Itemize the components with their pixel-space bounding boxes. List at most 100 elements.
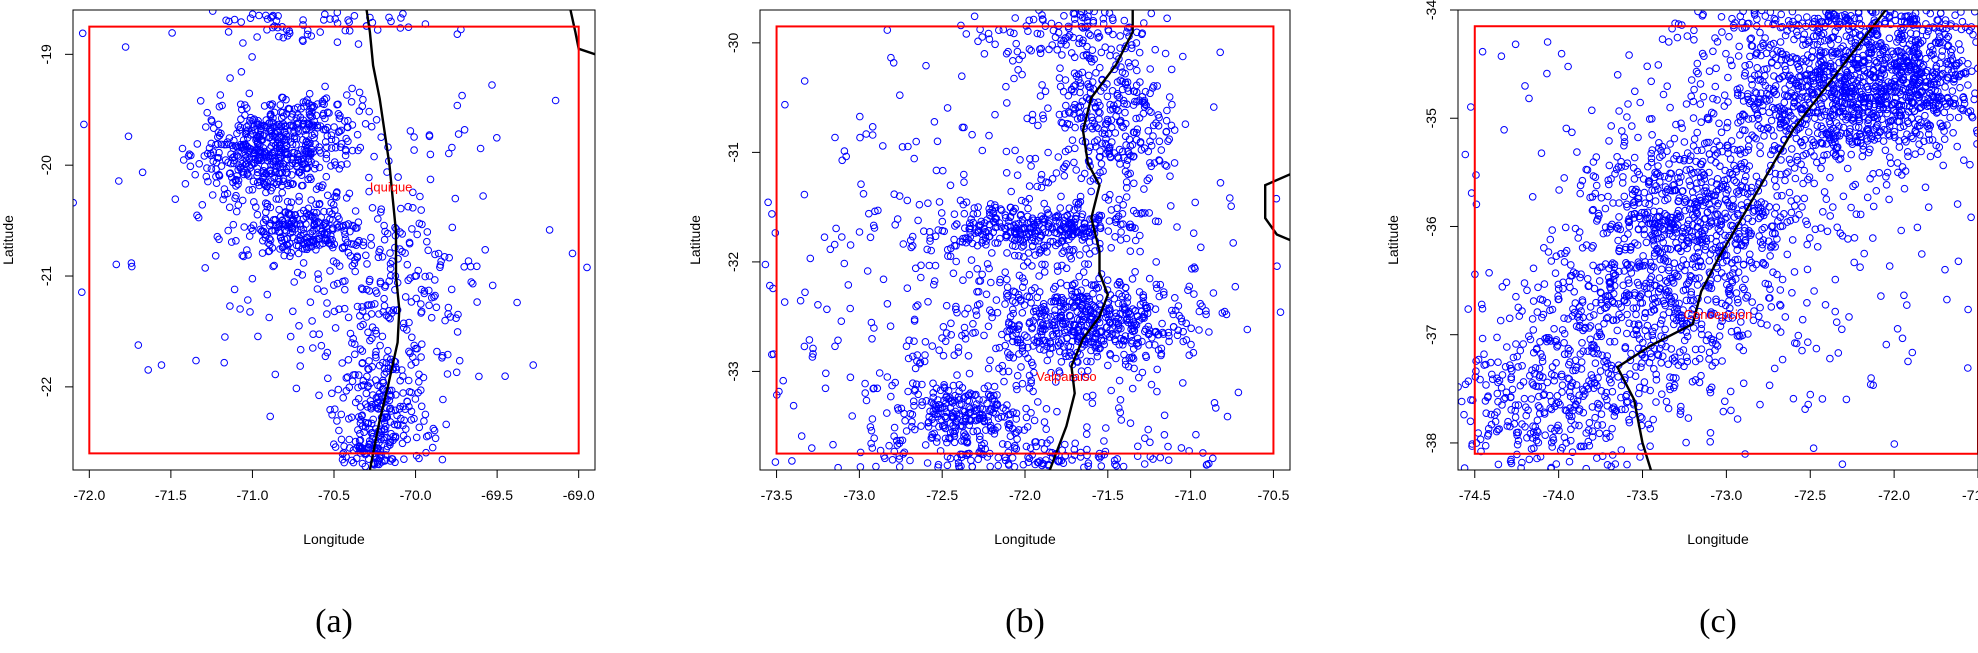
earthquake-point: [1089, 289, 1097, 298]
earthquake-point: [1077, 10, 1086, 16]
earthquake-point: [408, 333, 416, 342]
earthquake-point: [1130, 152, 1138, 161]
earthquake-point: [1757, 124, 1765, 133]
earthquake-point: [1943, 73, 1952, 82]
earthquake-point: [913, 357, 921, 365]
earthquake-point: [991, 218, 999, 227]
earthquake-point: [1886, 153, 1894, 162]
earthquake-point: [1231, 282, 1240, 291]
earthquake-point: [1139, 293, 1147, 302]
earthquake-point: [1735, 42, 1743, 51]
earthquake-point: [1095, 32, 1104, 41]
earthquake-point: [1048, 321, 1056, 329]
earthquake-point: [1788, 145, 1796, 153]
earthquake-point: [960, 323, 969, 332]
earthquake-point: [374, 393, 382, 401]
earthquake-point: [1864, 127, 1873, 135]
earthquake-point: [1752, 49, 1761, 58]
earthquake-point: [326, 267, 334, 275]
earthquake-point: [1809, 23, 1817, 32]
earthquake-point: [361, 120, 370, 128]
earthquake-point: [1079, 294, 1088, 303]
earthquake-point: [1854, 53, 1862, 62]
earthquake-point: [809, 350, 817, 358]
earthquake-point: [1128, 353, 1137, 361]
earthquake-point: [1880, 70, 1889, 79]
earthquake-point: [1140, 185, 1148, 193]
earthquake-point: [924, 298, 932, 306]
earthquake-point: [331, 192, 339, 201]
earthquake-point: [1885, 132, 1894, 140]
earthquake-point: [415, 423, 424, 432]
earthquake-point: [307, 238, 316, 247]
earthquake-point: [1737, 160, 1745, 168]
earthquake-point: [417, 300, 425, 308]
earthquake-point: [1039, 111, 1047, 119]
earthquake-point: [1121, 108, 1129, 117]
earthquake-point: [1197, 243, 1205, 252]
earthquake-point: [451, 194, 460, 203]
earthquake-point: [1140, 144, 1149, 152]
earthquake-point: [275, 178, 283, 186]
earthquake-point: [963, 439, 972, 447]
earthquake-point: [424, 246, 433, 255]
earthquake-point: [1165, 135, 1174, 143]
earthquake-point: [267, 129, 276, 138]
earthquake-point: [1157, 349, 1166, 358]
earthquake-point: [1778, 50, 1786, 58]
earthquake-point: [299, 98, 308, 106]
earthquake-point: [955, 462, 963, 470]
earthquake-point: [1625, 218, 1633, 227]
earthquake-point: [962, 415, 970, 424]
earthquake-point: [1701, 246, 1710, 254]
earthquake-point: [1888, 47, 1896, 56]
earthquake-point: [1052, 378, 1060, 386]
earthquake-point: [1117, 63, 1125, 71]
earthquake-point: [1833, 223, 1841, 232]
earthquake-point: [1134, 339, 1142, 347]
earthquake-point: [356, 429, 364, 438]
earthquake-point: [1868, 43, 1876, 52]
earthquake-point: [365, 357, 373, 365]
earthquake-point: [382, 359, 391, 367]
earthquake-point: [1045, 45, 1053, 54]
earthquake-point: [821, 384, 830, 393]
earthquake-point: [311, 217, 319, 225]
earthquake-point: [1004, 460, 1013, 468]
earthquake-point: [1140, 96, 1149, 105]
earthquake-point: [443, 370, 452, 378]
earthquake-point: [1840, 76, 1848, 85]
earthquake-point: [358, 359, 367, 368]
earthquake-point: [1122, 161, 1131, 169]
earthquake-point: [1736, 131, 1744, 139]
earthquake-point: [239, 252, 248, 261]
earthquake-point: [380, 457, 389, 465]
earthquake-point: [1078, 97, 1087, 106]
earthquake-point: [283, 179, 292, 188]
earthquake-point: [1076, 114, 1085, 122]
earthquake-point: [365, 107, 374, 116]
earthquake-point: [1872, 27, 1881, 35]
earthquake-point: [1890, 98, 1898, 107]
earthquake-point: [270, 148, 279, 156]
earthquake-point: [1964, 60, 1972, 68]
earthquake-point: [453, 328, 462, 336]
earthquake-point: [1026, 444, 1035, 452]
x-tick-label: -71.0: [236, 487, 268, 503]
earthquake-point: [965, 369, 974, 378]
earthquake-point: [1950, 78, 1958, 86]
earthquake-point: [302, 243, 311, 251]
earthquake-point: [267, 110, 275, 118]
earthquake-point: [1799, 88, 1807, 96]
earthquake-point: [1939, 97, 1948, 106]
earthquake-point: [334, 110, 343, 118]
earthquake-point: [1917, 69, 1925, 77]
earthquake-point: [392, 365, 401, 374]
earthquake-point: [837, 317, 846, 326]
earthquake-point: [955, 396, 963, 404]
earthquake-point: [269, 114, 277, 122]
earthquake-point: [1591, 173, 1600, 181]
earthquake-point: [1660, 172, 1669, 181]
earthquake-point: [363, 260, 371, 268]
earthquake-point: [341, 151, 350, 160]
